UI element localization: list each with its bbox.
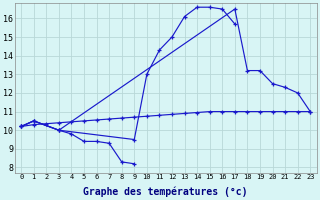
X-axis label: Graphe des températures (°c): Graphe des températures (°c) bbox=[84, 186, 248, 197]
